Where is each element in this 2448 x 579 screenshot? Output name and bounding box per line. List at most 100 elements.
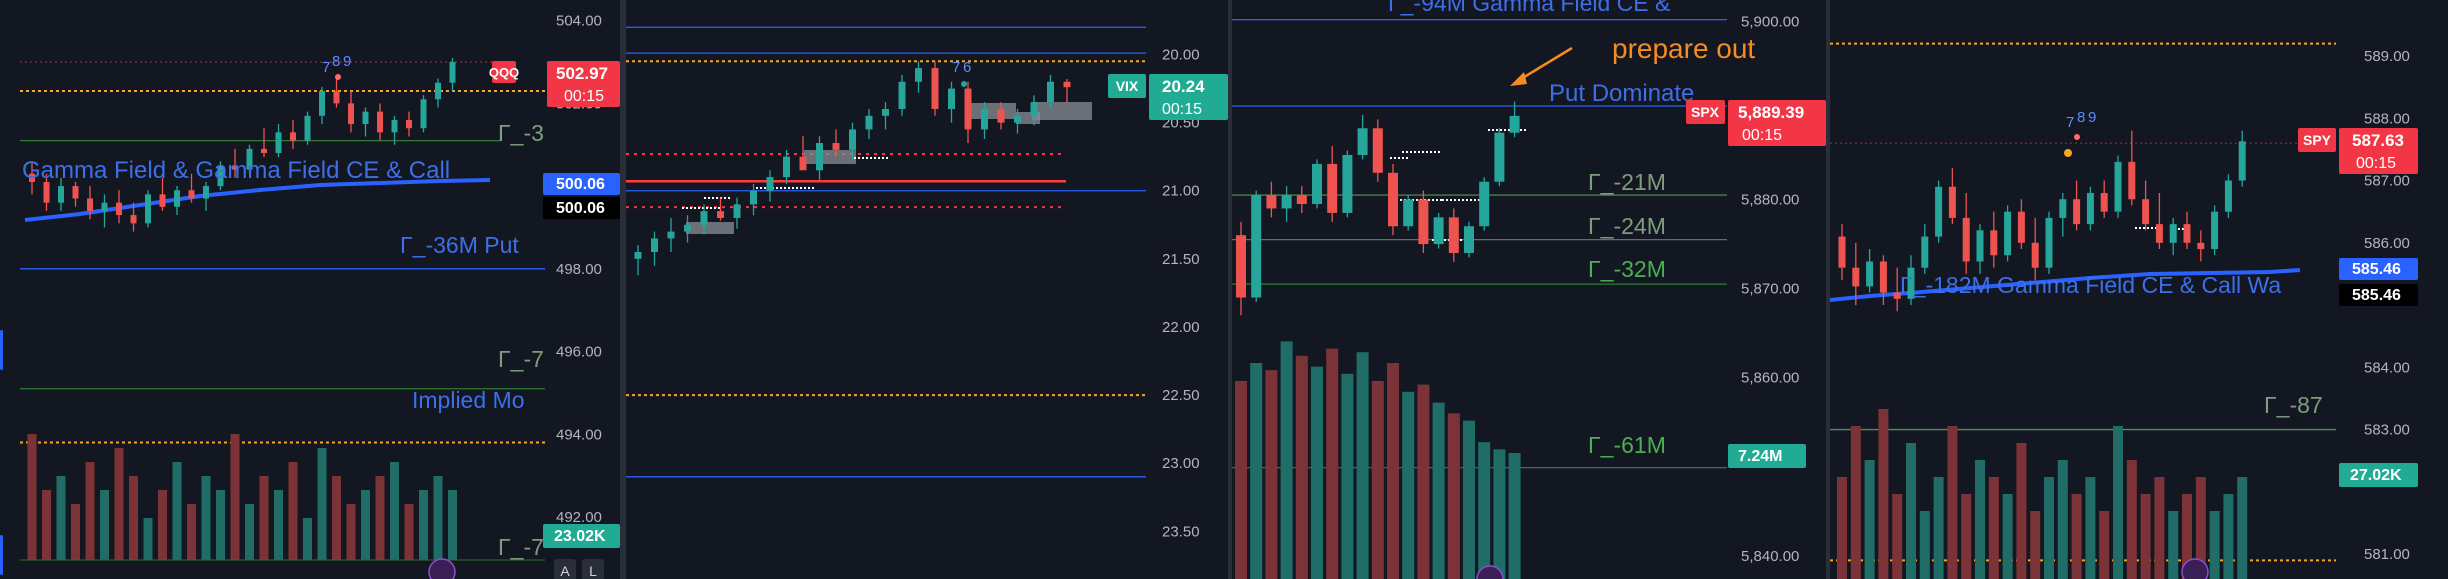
annotation-text: prepare out (1612, 33, 1755, 64)
auto-scale-button[interactable] (554, 559, 576, 579)
volume-profile-box (966, 103, 1016, 119)
last-price-tag (547, 61, 620, 107)
volume-bar (158, 490, 167, 560)
volume-bar (2126, 460, 2137, 579)
spy-chart-pane[interactable]: Γ_-182M Gamma Field CE & Call Wa Γ_-87 7 8 9… (1830, 0, 2448, 579)
volume-bar (2085, 477, 2096, 579)
candle-body (1479, 181, 1490, 227)
y-axis-tick-label: 5,900.00 (1741, 13, 1799, 30)
candle-body (2183, 224, 2191, 243)
qqq-chart-pane[interactable]: Γ_-3 Gamma Field & Gamma Field CE & Call Γ… (0, 0, 620, 579)
candle-body (849, 129, 856, 150)
candle-body (1236, 235, 1246, 298)
candle-body (2017, 211, 2025, 243)
ma-price-tag (543, 173, 620, 195)
moving-average-line (1830, 268, 2301, 302)
volume-bar (1919, 511, 1930, 579)
candle-body (319, 90, 325, 116)
candle-body (1976, 230, 1984, 262)
log-scale-button[interactable] (582, 559, 604, 579)
y-axis-tick-label: 23.50 (1162, 523, 1200, 540)
signal-dot (2064, 149, 2072, 157)
volume-bar (201, 476, 211, 560)
spx-chart-pane[interactable]: Γ_-94M Gamma Field CE & Put Dominate Γ_-21… (1232, 0, 1826, 579)
gex-level-label: Γ_-87 (2264, 392, 2323, 418)
y-axis-tick-label: 5,840.00 (1741, 548, 1799, 565)
candle-body (865, 115, 873, 130)
volume-bar (129, 476, 138, 560)
last-price-text: 587.63 (2352, 131, 2404, 150)
lightning-icon[interactable] (2181, 558, 2209, 579)
y-axis-tick-label: 5,860.00 (1741, 370, 1799, 387)
candle-body (290, 132, 296, 141)
last-price-text: 502.97 (556, 64, 608, 83)
log-scale-button-label: L (589, 563, 597, 579)
candle-body (1921, 236, 1929, 268)
volume-bar (317, 448, 327, 560)
candle-body (1893, 292, 1901, 299)
gex-level-label: Γ_-21M (1588, 169, 1666, 195)
pane-divider[interactable] (1826, 0, 1830, 579)
left-toolbar-tab[interactable] (0, 535, 3, 575)
spx-chart[interactable]: Γ_-94M Gamma Field CE & Put Dominate Γ_-21… (1232, 0, 1826, 579)
y-axis-tick-label: 504.00 (556, 13, 602, 30)
volume-bar (2223, 494, 2234, 579)
candle-body (2031, 242, 2039, 268)
y-axis-tick-label: 22.00 (1162, 319, 1200, 336)
vix-chart[interactable]: 7 620.0020.5021.0021.5022.0022.5023.0023.… (626, 0, 1228, 579)
candle-body (87, 198, 93, 211)
candle-body (898, 81, 906, 109)
candle-body (1990, 230, 1998, 256)
volume-tag-text: 27.02K (2350, 467, 2402, 484)
signal-dot (335, 74, 341, 80)
volume-bar (143, 518, 153, 560)
vix-chart-pane[interactable]: 7 6 20.00 20.50 21.00 21.50 22.00 22.50 23.00 23.… (626, 0, 1228, 579)
ma-price-text: 500.06 (556, 200, 605, 217)
volume-bar (346, 504, 356, 560)
volume-bar (419, 490, 428, 560)
volume-bar (1402, 391, 1415, 579)
lightning-icon[interactable] (1476, 565, 1504, 579)
candle-body (391, 119, 398, 133)
candle-body (116, 202, 122, 216)
volume-bar (303, 518, 312, 560)
candle-body (997, 108, 1005, 123)
ma-price-text: 585.46 (2352, 261, 2401, 278)
spy-chart[interactable]: Γ_-182M Gamma Field CE & Call Wa Γ_-87 7 8 9… (1830, 0, 2448, 579)
volume-bar (375, 476, 385, 560)
qqq-chart[interactable]: Γ_-3 Gamma Field & Gamma Field CE & Call Γ… (0, 0, 620, 579)
y-axis-tick-label: 586.00 (2364, 235, 2410, 252)
y-axis-tick-label: 589.00 (2364, 48, 2410, 65)
implied-move-label: Implied Mo (412, 387, 524, 413)
lightning-icon[interactable] (428, 558, 456, 579)
volume-bar (2140, 494, 2151, 579)
candle-body (203, 186, 209, 199)
candle-body (348, 103, 354, 125)
candle-body (1962, 217, 1970, 262)
symbol-tag (1686, 100, 1725, 124)
volume-bar (27, 434, 37, 560)
candle-body (435, 82, 441, 100)
candle-body (931, 68, 939, 109)
symbol-tag (492, 61, 516, 83)
candle-body (333, 90, 340, 104)
candle-body (1494, 132, 1505, 182)
candle-body (2197, 242, 2205, 250)
volume-profile-box (1032, 102, 1092, 120)
auto-scale-button-label: A (560, 563, 570, 579)
candle-body (1948, 186, 1956, 218)
pane-divider[interactable] (620, 0, 626, 579)
volume-bar (1311, 366, 1323, 579)
candle-body (377, 111, 383, 133)
left-toolbar-tab[interactable] (0, 330, 3, 370)
volume-bar (1447, 413, 1460, 579)
pane-divider[interactable] (1228, 0, 1232, 579)
gex-level-label: Γ_-32M (1588, 256, 1666, 282)
volume-profile-box (686, 222, 734, 234)
candle-body (1433, 217, 1444, 245)
y-axis-tick-label: 492.00 (556, 509, 602, 526)
volume-bar (2044, 477, 2054, 579)
candle-body (159, 194, 166, 207)
candle-body (2004, 211, 2012, 256)
candle-body (667, 231, 675, 239)
